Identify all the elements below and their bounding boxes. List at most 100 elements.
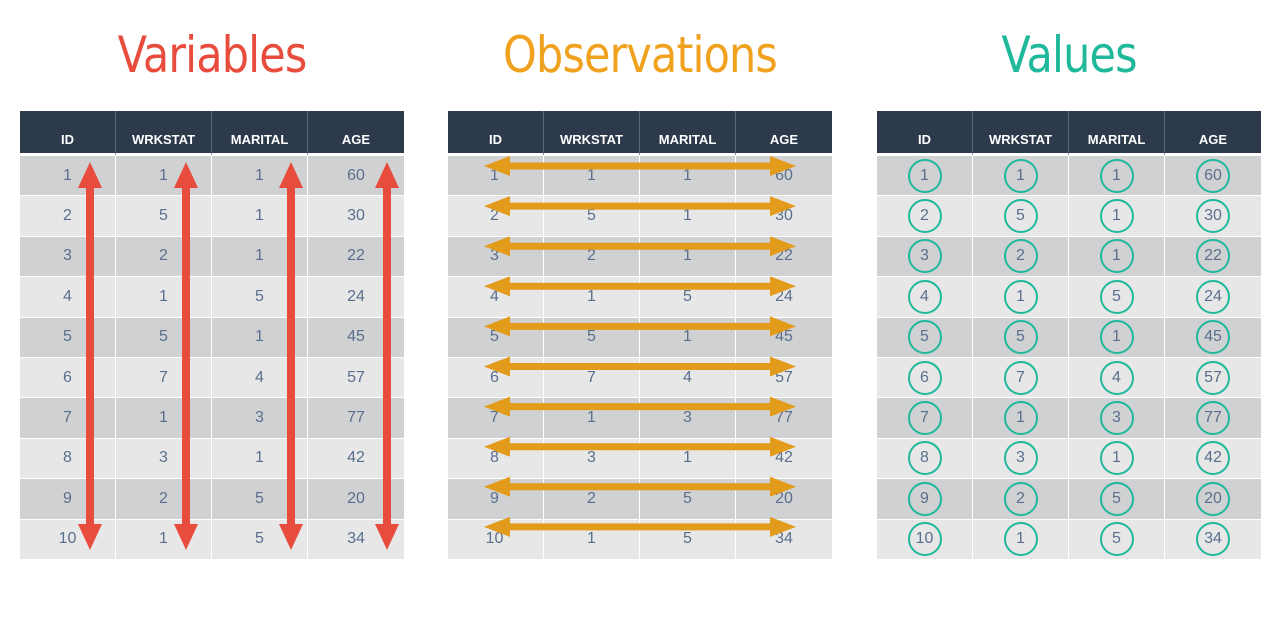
table-cell: 7 xyxy=(877,398,973,439)
table-cell: 1 xyxy=(544,519,640,560)
cell-value: 1 xyxy=(490,166,499,184)
table-cell: 1 xyxy=(212,317,308,358)
cell-value: 1 xyxy=(159,409,168,427)
table-row: 3 2 1 22 xyxy=(877,236,1261,278)
column-header: MARITAL xyxy=(640,111,736,156)
value-circle: 8 xyxy=(907,441,942,476)
column-header: WRKSTAT xyxy=(116,111,212,156)
value-circle: 60 xyxy=(1196,158,1230,193)
column-header-label: ID xyxy=(489,131,502,147)
values-panel: Values ID WRKSTAT MARITAL AGE 1 1 1 60 2 5 1 30 3 2 1 2… xyxy=(877,0,1261,620)
observations-panel: Observations ID WRKSTAT MARITAL AGE 1 1 1 60 2 5 1… xyxy=(448,0,832,620)
value-circle: 5 xyxy=(1099,481,1134,516)
table-cell: 24 xyxy=(308,277,404,318)
value-circle: 5 xyxy=(1003,199,1038,234)
table-cell: 60 xyxy=(308,156,404,197)
cell-value: 10 xyxy=(58,530,77,548)
table-cell: 1 xyxy=(448,156,544,197)
table-cell: 5 xyxy=(1069,277,1165,318)
table-cell: 6 xyxy=(20,357,116,399)
cell-value: 42 xyxy=(347,449,365,467)
table-cell: 30 xyxy=(308,196,404,237)
cell-value: 1 xyxy=(255,449,264,467)
cell-value: 1 xyxy=(587,287,596,305)
cell-value: 45 xyxy=(347,328,365,346)
column-header-label: WRKSTAT xyxy=(988,131,1053,147)
table-cell: 20 xyxy=(308,479,404,520)
table-row: 1 1 1 60 xyxy=(448,156,832,197)
cell-value: 22 xyxy=(775,247,793,265)
table-cell: 3 xyxy=(212,398,308,439)
table-cell: 4 xyxy=(877,277,973,318)
table-cell: 2 xyxy=(544,236,640,278)
table-cell: 5 xyxy=(1069,479,1165,520)
column-header: ID xyxy=(20,111,116,156)
column-header: AGE xyxy=(736,111,832,156)
cell-value: 1 xyxy=(255,166,264,184)
value-circle: 3 xyxy=(1003,441,1038,476)
table-cell: 1 xyxy=(640,196,736,237)
cell-value: 5 xyxy=(587,207,596,225)
table-cell: 9 xyxy=(20,479,116,520)
table-cell: 1 xyxy=(544,398,640,439)
table-row: 5 5 1 45 xyxy=(20,317,404,358)
table-cell: 10 xyxy=(877,519,973,560)
value-circle: 4 xyxy=(907,279,942,314)
cell-value: 1 xyxy=(63,166,72,184)
table-cell: 42 xyxy=(736,438,832,480)
table-cell: 8 xyxy=(20,438,116,480)
cell-value: 5 xyxy=(490,328,499,346)
cell-value: 24 xyxy=(775,287,793,305)
table-cell: 60 xyxy=(1165,156,1261,197)
table-cell: 1 xyxy=(973,519,1069,560)
column-header-label: MARITAL xyxy=(230,131,289,147)
table-cell: 1 xyxy=(1069,196,1165,237)
table-cell: 10 xyxy=(448,519,544,560)
table-cell: 8 xyxy=(448,438,544,480)
table-cell: 1 xyxy=(116,156,212,197)
value-circle: 3 xyxy=(1099,401,1134,436)
column-header-label: ID xyxy=(918,131,931,147)
cell-value: 6 xyxy=(63,368,72,386)
table-row: 10 1 5 34 xyxy=(448,519,832,560)
table-cell: 3 xyxy=(1069,398,1165,439)
table-cell: 2 xyxy=(448,196,544,237)
cell-value: 60 xyxy=(347,166,365,184)
table-cell: 1 xyxy=(116,277,212,318)
table-cell: 42 xyxy=(308,438,404,480)
cell-value: 1 xyxy=(159,287,168,305)
table-cell: 34 xyxy=(736,519,832,560)
table-cell: 60 xyxy=(736,156,832,197)
column-header-label: AGE xyxy=(341,131,371,147)
cell-value: 1 xyxy=(587,166,596,184)
cell-value: 1 xyxy=(683,207,692,225)
table-row: 7 1 3 77 xyxy=(20,398,404,439)
table-cell: 1 xyxy=(877,156,973,197)
table-row: 1 1 1 60 xyxy=(877,156,1261,197)
table-row: 6 7 4 57 xyxy=(877,357,1261,399)
table-cell: 45 xyxy=(736,317,832,358)
cell-value: 8 xyxy=(63,449,72,467)
cell-value: 57 xyxy=(775,368,793,386)
value-circle: 1 xyxy=(1099,158,1134,193)
column-header-label: MARITAL xyxy=(658,131,717,147)
table-cell: 10 xyxy=(20,519,116,560)
cell-value: 3 xyxy=(683,409,692,427)
cell-value: 1 xyxy=(587,530,596,548)
value-circle: 2 xyxy=(1003,481,1038,516)
table-cell: 1 xyxy=(973,398,1069,439)
value-circle: 57 xyxy=(1196,360,1230,395)
table-cell: 22 xyxy=(736,236,832,278)
cell-value: 10 xyxy=(485,530,504,548)
value-circle: 45 xyxy=(1196,320,1230,355)
table-cell: 3 xyxy=(116,438,212,480)
value-circle: 2 xyxy=(907,199,942,234)
cell-value: 1 xyxy=(683,166,692,184)
cell-value: 30 xyxy=(347,207,365,225)
header-row: ID WRKSTAT MARITAL AGE xyxy=(877,111,1261,156)
table-cell: 20 xyxy=(1165,479,1261,520)
table-cell: 20 xyxy=(736,479,832,520)
cell-value: 1 xyxy=(587,409,596,427)
cell-value: 7 xyxy=(63,409,72,427)
table-row: 8 3 1 42 xyxy=(877,438,1261,480)
